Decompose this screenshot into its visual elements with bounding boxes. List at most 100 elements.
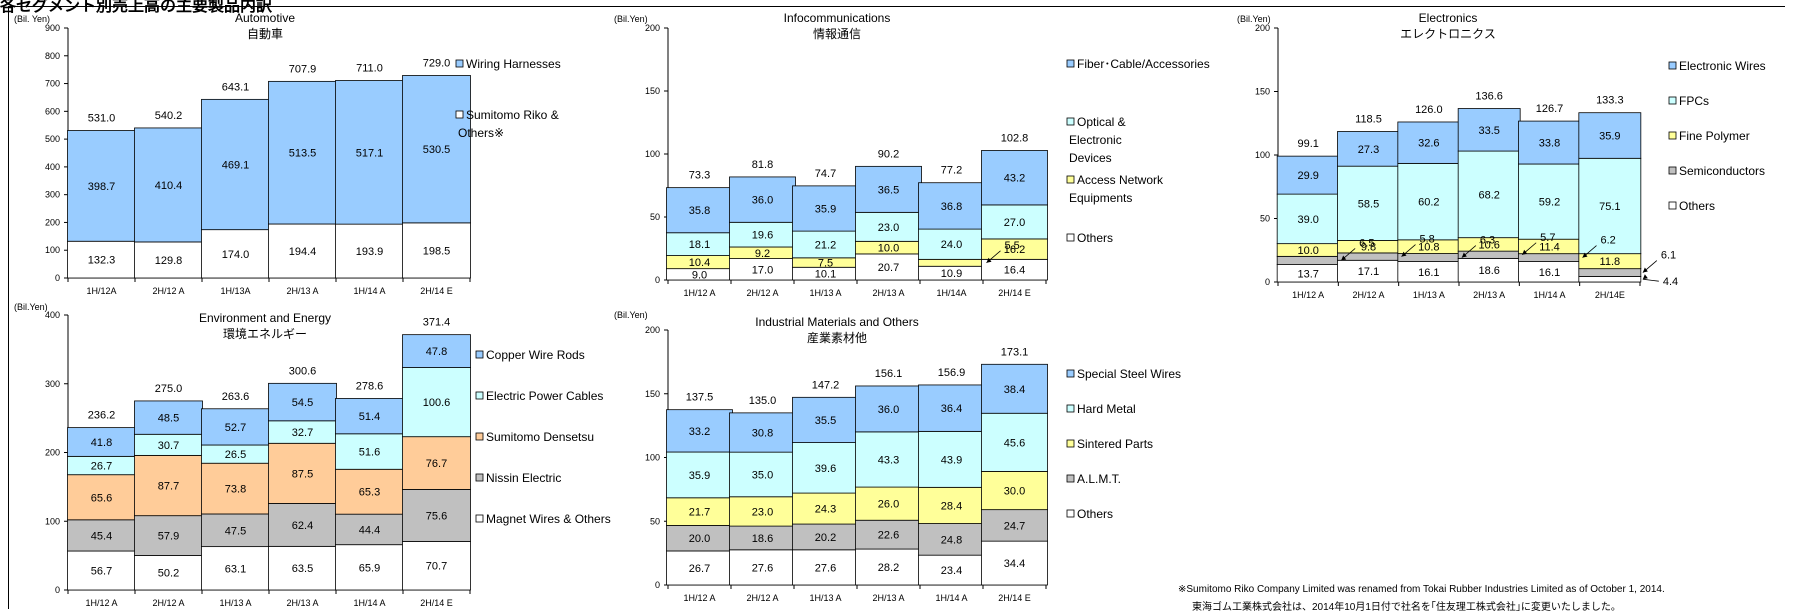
bar-segment	[134, 515, 203, 556]
total-label: 156.1	[875, 368, 903, 380]
y-tick-label: 150	[1255, 87, 1270, 97]
bar-segment	[855, 519, 922, 550]
y-tick-label: 0	[55, 273, 60, 283]
chart-subtitle: 情報通信	[813, 27, 861, 41]
data-label: 10.1	[815, 269, 836, 281]
data-label: 65.3	[359, 487, 380, 499]
bar-segment	[1337, 252, 1400, 261]
legend-swatch	[1066, 509, 1075, 518]
callout-arrow	[1461, 252, 1467, 258]
y-tick-label: 50	[650, 212, 660, 222]
data-label: 19.6	[752, 230, 773, 242]
y-tick-label: 400	[45, 162, 60, 172]
data-label: 35.8	[689, 205, 710, 217]
legend-label: Nissin Electric	[486, 471, 561, 485]
category-label: 1H/14 A	[353, 598, 385, 608]
legend-swatch	[1066, 117, 1075, 126]
data-label: 35.9	[689, 470, 710, 482]
bar-segment	[918, 258, 985, 267]
bar-segment	[792, 523, 859, 551]
bar-segment	[792, 549, 859, 586]
data-label: 17.0	[752, 264, 773, 276]
y-tick-label: 100	[645, 453, 660, 463]
data-label: 63.5	[292, 563, 313, 575]
bar-segment	[918, 486, 985, 524]
legend-label: Copper Wire Rods	[486, 348, 585, 362]
bar-segment	[855, 431, 922, 488]
category-label: 1H/12 A	[683, 288, 715, 298]
data-label: 75.1	[1599, 201, 1620, 213]
data-label: 65.9	[359, 562, 380, 574]
data-label: 10.9	[941, 268, 962, 280]
data-label: 16.1	[1539, 267, 1560, 279]
bar-segment	[729, 176, 796, 223]
legend-swatch	[1066, 175, 1075, 184]
category-label: 1H/14 A	[935, 593, 967, 603]
legend-label: Hard Metal	[1077, 402, 1136, 416]
bar-segment	[1397, 121, 1461, 164]
callout-label: 5.7	[1540, 232, 1555, 244]
callout-arrow	[1642, 267, 1648, 273]
bar-segment	[918, 384, 985, 432]
legend-swatch	[475, 432, 484, 441]
data-label: 18.6	[752, 533, 773, 545]
legend-swatch	[475, 391, 484, 400]
data-label: 20.7	[878, 262, 899, 274]
data-label: 174.0	[222, 249, 250, 261]
category-label: 2H/13 A	[872, 288, 904, 298]
chart-title: Infocommunications	[784, 11, 891, 25]
data-label: 13.7	[1297, 268, 1318, 280]
bar-segment	[792, 185, 859, 232]
legend-label: Optical & Electronic Devices	[1069, 115, 1126, 165]
y-tick-label: 700	[45, 79, 60, 89]
legend-swatch	[1066, 439, 1075, 448]
bar-segment	[792, 492, 859, 525]
data-label: 34.4	[1004, 558, 1025, 570]
bar-segment	[855, 486, 922, 521]
total-label: 173.1	[1001, 346, 1029, 358]
data-label: 87.7	[158, 481, 179, 493]
data-label: 65.6	[91, 492, 112, 504]
bar-segment	[918, 182, 985, 230]
chart-title: Electronics	[1419, 11, 1478, 25]
bar-segment	[335, 544, 404, 591]
y-tick-label: 900	[45, 23, 60, 33]
bar-segment	[1337, 165, 1400, 241]
category-label: 1H/14 A	[1533, 290, 1565, 300]
data-label: 32.6	[1418, 138, 1439, 150]
category-label: 2H/12 A	[152, 598, 184, 608]
total-label: 275.0	[155, 383, 183, 395]
data-label: 36.8	[941, 201, 962, 213]
data-label: 68.2	[1478, 189, 1499, 201]
data-label: 27.6	[815, 562, 836, 574]
data-label: 9.2	[755, 248, 770, 260]
legend-swatch	[1066, 233, 1075, 242]
total-label: 236.2	[88, 410, 116, 422]
data-label: 56.7	[91, 566, 112, 578]
callout-label: 5.8	[1420, 234, 1435, 246]
bar-segment	[666, 409, 733, 453]
y-tick-label: 300	[45, 379, 60, 389]
category-label: 1H/14A	[936, 288, 966, 298]
chart-subtitle: 産業素材他	[807, 330, 867, 345]
bar-segment	[268, 382, 337, 422]
bar-segment	[134, 400, 203, 435]
data-label: 33.5	[1478, 125, 1499, 137]
data-label: 22.6	[878, 530, 899, 542]
data-label: 194.4	[289, 246, 317, 258]
bar-segment	[1276, 155, 1340, 195]
legend-label: A.L.M.T.	[1077, 472, 1121, 486]
total-label: 126.0	[1415, 104, 1443, 116]
bar-segment	[981, 412, 1048, 472]
bar-segment	[402, 436, 471, 490]
data-label: 47.8	[426, 346, 447, 358]
data-label: 35.0	[752, 469, 773, 481]
bar-segment	[67, 550, 136, 591]
bar-segment	[1578, 276, 1642, 283]
callout-arrow	[1582, 252, 1588, 258]
bar-segment	[335, 80, 404, 225]
data-label: 58.5	[1358, 198, 1379, 210]
category-label: 2H/13 A	[872, 593, 904, 603]
bar-segment	[67, 474, 136, 521]
total-label: 77.2	[941, 165, 962, 177]
